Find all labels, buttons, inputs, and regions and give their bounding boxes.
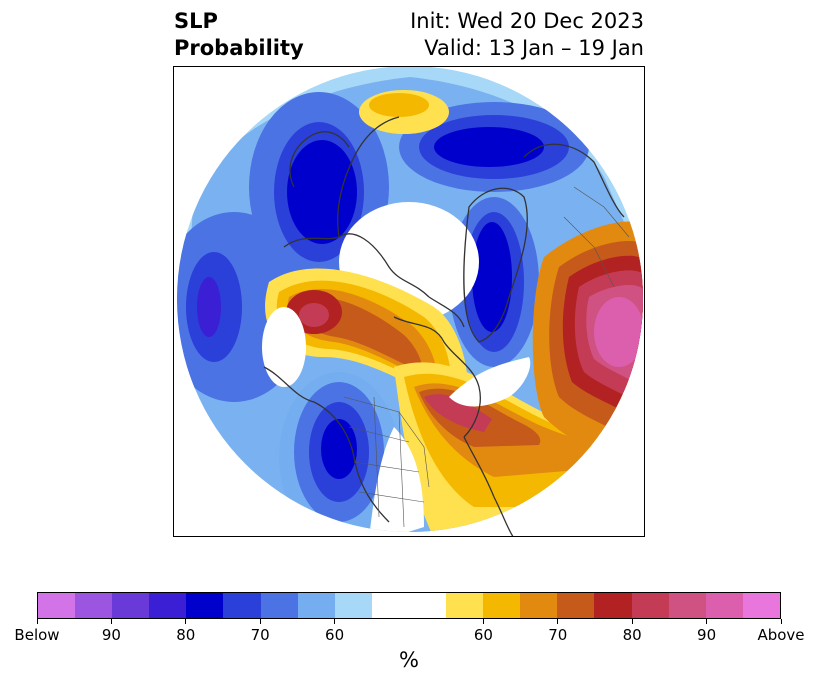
title-product: Probability (174, 36, 304, 60)
colorbar-segment (334, 593, 372, 618)
title-left: SLP Probability (174, 8, 304, 62)
colorbar-tick-label: 60 (473, 626, 493, 644)
colorbar-segment (371, 593, 409, 618)
colorbar-tick (185, 619, 187, 624)
colorbar-tick (780, 619, 782, 624)
colorbar-segment (186, 593, 224, 618)
probability-fill (177, 67, 643, 532)
colorbar-tick-label: 90 (697, 626, 717, 644)
colorbar-unit-label: % (399, 648, 419, 672)
colorbar-tick-label: 70 (548, 626, 568, 644)
colorbar-tick-label: 90 (101, 626, 121, 644)
colorbar-segment (446, 593, 484, 618)
colorbar-tick-label: 80 (176, 626, 196, 644)
colorbar-tick (482, 619, 484, 624)
title-right: Init: Wed 20 Dec 2023 Valid: 13 Jan – 19… (410, 8, 644, 62)
colorbar-segment (705, 593, 743, 618)
valid-range: Valid: 13 Jan – 19 Jan (424, 36, 644, 60)
colorbar-tick-label: Below (14, 626, 60, 644)
colorbar-segment (112, 593, 150, 618)
colorbar-segment (408, 593, 447, 618)
colorbar-segment (223, 593, 261, 618)
map-frame (173, 66, 645, 537)
colorbar-tick (557, 619, 559, 624)
colorbar-tick (259, 619, 261, 624)
colorbar-segment (149, 593, 187, 618)
colorbar-segment (742, 593, 780, 618)
title-variable: SLP (174, 9, 218, 33)
colorbar-segment (594, 593, 632, 618)
colorbar (37, 592, 781, 619)
colorbar-segment (557, 593, 595, 618)
coastlines (263, 116, 625, 536)
colorbar-segment (75, 593, 113, 618)
colorbar-tick-label: 70 (250, 626, 270, 644)
colorbar-tick (110, 619, 112, 624)
colorbar-tick (334, 619, 336, 624)
colorbar-tick (631, 619, 633, 624)
colorbar-segment (631, 593, 669, 618)
colorbar-segment (38, 593, 76, 618)
colorbar-segment (260, 593, 298, 618)
colorbar-tick (706, 619, 708, 624)
borders (343, 186, 630, 528)
colorbar-segment (483, 593, 521, 618)
colorbar-segment (297, 593, 335, 618)
init-date: Init: Wed 20 Dec 2023 (410, 9, 644, 33)
colorbar-tick (36, 619, 38, 624)
colorbar-tick-label: 60 (325, 626, 345, 644)
colorbar-segment (668, 593, 706, 618)
probability-map (177, 67, 643, 536)
colorbar-tick-label: 80 (622, 626, 642, 644)
colorbar-tick-label: Above (757, 626, 805, 644)
colorbar-segment (520, 593, 558, 618)
